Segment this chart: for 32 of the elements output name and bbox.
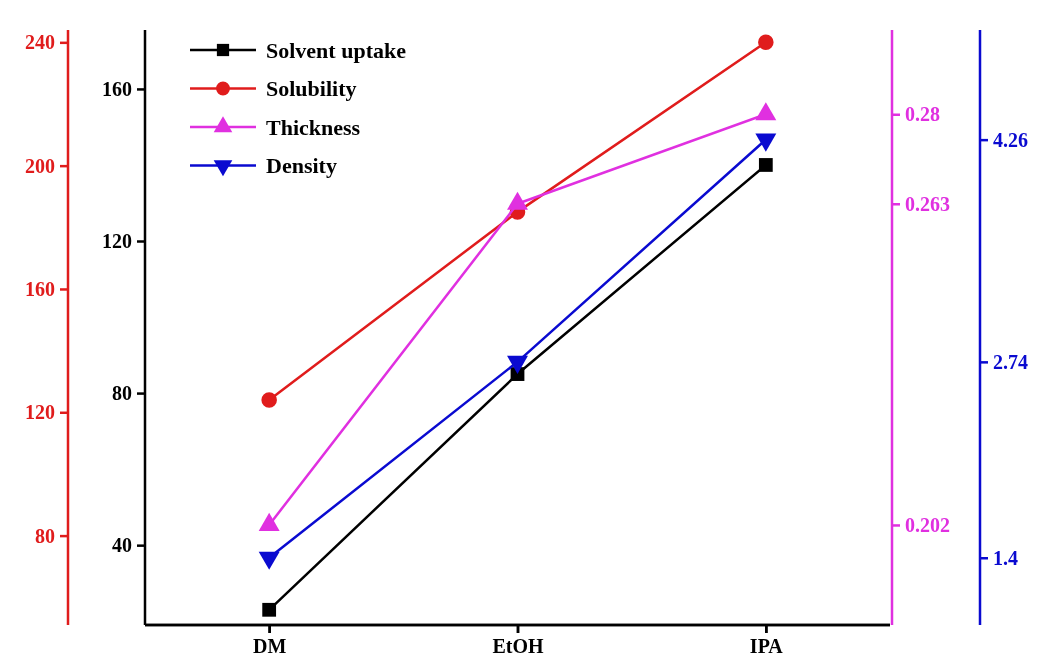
point — [258, 551, 280, 570]
y2-tick-label: 200 — [25, 154, 55, 177]
point — [258, 512, 280, 531]
point — [507, 355, 528, 374]
x-tick-label: DM — [253, 635, 287, 658]
point — [507, 191, 528, 210]
y2-tick-label: 160 — [25, 277, 55, 300]
y-tick-label: 4.26 — [993, 128, 1028, 151]
legend-label: Thickness — [266, 114, 361, 140]
point — [262, 602, 277, 617]
x-tick-label: EtOH — [492, 635, 544, 658]
y-tick-label: 2.74 — [993, 350, 1028, 373]
legend-label: Solvent uptake — [266, 37, 407, 63]
y2-tick-label: 120 — [25, 401, 55, 424]
point — [755, 133, 777, 152]
point — [758, 158, 773, 172]
legend-label: Solubility — [266, 76, 357, 102]
y-tick-label: 80 — [112, 381, 132, 404]
y-tick-label: 40 — [112, 534, 132, 557]
point — [261, 392, 277, 408]
y3-tick-label: 0.263 — [905, 192, 950, 215]
point — [758, 34, 774, 51]
x-tick-label: IPA — [749, 635, 784, 658]
legend-label: Density — [266, 153, 337, 179]
y3-tick-label: 0.202 — [905, 513, 950, 536]
y2-tick-label: 80 — [35, 524, 55, 547]
point — [755, 102, 777, 121]
y2-tick-label: 240 — [25, 31, 55, 54]
y-tick-label: 120 — [102, 229, 132, 252]
y-tick-label: 160 — [102, 77, 132, 100]
y3-tick-label: 0.28 — [905, 103, 940, 126]
y-tick-label: 1.4 — [993, 546, 1018, 569]
